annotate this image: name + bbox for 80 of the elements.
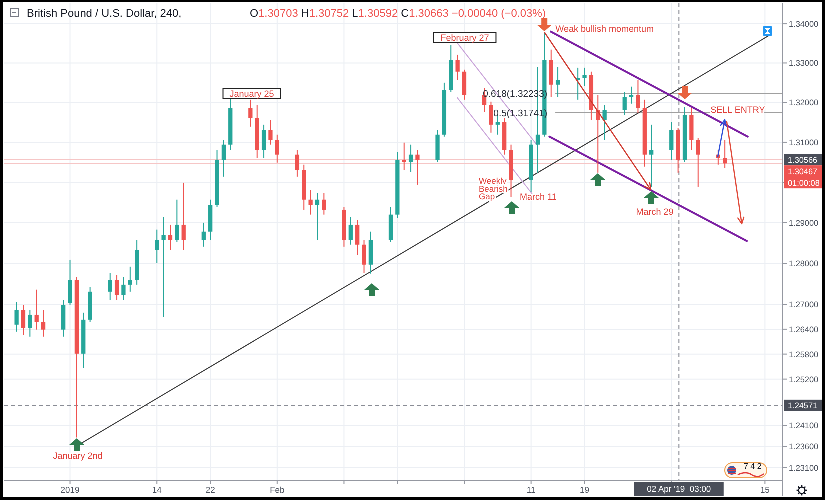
y-tick-label: 1.32000: [789, 98, 820, 108]
y-tick-label: 1.29000: [789, 218, 820, 228]
x-tick-label: 22: [206, 485, 216, 495]
x-tick-label: Feb: [270, 485, 285, 495]
candlestick: [114, 274, 120, 301]
y-tick-label: 1.31000: [789, 138, 820, 148]
y-tick-label: 1.23600: [789, 442, 820, 452]
candlestick: [28, 310, 32, 338]
y-tick-label: 1.34000: [789, 20, 820, 30]
ref-line-label: 1.24571: [788, 402, 818, 411]
candlestick: [275, 134, 280, 164]
candlestick: [108, 272, 112, 301]
candlestick: [629, 86, 634, 104]
ref-line-label: 02 Apr '19 03:00: [647, 484, 712, 494]
candlestick: [175, 199, 180, 243]
text: O1.30703 H1.30752 L1.30592 C1.30663 −0.00040 (−0.03%): [250, 8, 546, 20]
candlestick: [636, 80, 640, 114]
candlestick: [202, 222, 206, 248]
annotation: SELL ENTRY: [710, 105, 766, 115]
y-tick-label: 1.25800: [789, 350, 820, 360]
candlestick: [268, 120, 273, 146]
candlestick: [462, 69, 467, 100]
candlestick: [416, 150, 420, 186]
candlestick: [402, 142, 406, 171]
candlestick: [315, 192, 320, 240]
annotation: February 27: [440, 33, 490, 43]
candlestick: [670, 122, 674, 161]
annotation: Weekly Bearish Gap: [479, 176, 508, 202]
annotation: Weak bullish momentum: [556, 24, 654, 34]
candlestick: [602, 104, 607, 141]
candlestick: [68, 259, 72, 306]
candlestick: [582, 67, 587, 87]
candlestick: [456, 54, 460, 81]
candlestick: [122, 276, 126, 301]
candlestick: [723, 140, 728, 169]
ref-line-label: 1.30566: [788, 156, 818, 165]
candlestick: [308, 190, 313, 216]
x-tick-label: 14: [152, 485, 162, 495]
annotation: March 29: [636, 207, 674, 217]
candlestick: [408, 144, 414, 173]
y-tick-label: 1.24100: [789, 421, 820, 430]
y-tick-label: 1.28000: [789, 260, 820, 269]
candlestick: [34, 289, 39, 330]
x-tick-label: 2019: [60, 485, 80, 495]
annotation: January 2nd: [53, 451, 103, 461]
candlestick: [696, 138, 700, 188]
x-tick-label: 19: [580, 485, 590, 495]
candlestick: [362, 240, 366, 274]
text: British Pound / U.S. Dollar, 240,: [27, 8, 182, 20]
candlestick: [128, 266, 132, 292]
candlestick: [182, 182, 186, 251]
candlestick: [155, 229, 160, 264]
candlestick: [650, 124, 654, 188]
y-tick-label: 1.23100: [789, 464, 820, 473]
candlestick: [489, 101, 494, 134]
candlestick: [622, 92, 627, 116]
y-tick-label: 1.33000: [789, 59, 820, 68]
y-tick-label: 1.27000: [789, 300, 820, 310]
candlestick: [356, 220, 360, 256]
candlestick: [21, 304, 26, 336]
candlestick: [14, 302, 19, 332]
candlestick: [295, 150, 300, 178]
annotation: January 25: [230, 89, 274, 99]
candlestick: [248, 99, 253, 128]
ref-line-label: 1.30467: [788, 167, 818, 176]
y-tick-label: 1.26400: [789, 325, 820, 334]
candlestick: [322, 192, 326, 216]
x-tick-label: 11: [526, 485, 536, 495]
candlestick: [556, 66, 560, 98]
candlestick: [222, 140, 226, 178]
candlestick: [262, 124, 266, 159]
candlestick: [348, 216, 353, 246]
text: 01:00:08: [788, 178, 820, 188]
candlestick: [162, 216, 166, 318]
y-tick-label: 1.25200: [789, 375, 820, 384]
x-tick-label: 15: [760, 485, 770, 495]
candlestick: [168, 224, 173, 251]
annotation: 7 4 2: [744, 462, 762, 471]
candlestick: [41, 310, 46, 338]
annotation: March 11: [520, 192, 557, 202]
